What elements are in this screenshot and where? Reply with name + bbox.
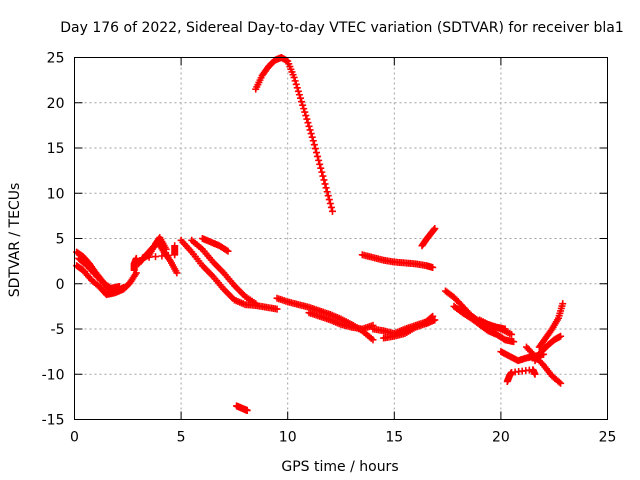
data-point — [152, 253, 160, 261]
data-point — [323, 188, 331, 196]
data-point — [310, 141, 318, 149]
series-track-7to8 — [233, 402, 251, 414]
data-point — [304, 119, 312, 127]
x-axis-label: GPS time / hours — [281, 459, 398, 475]
series-track-14to17-low-b — [380, 316, 439, 342]
data-point — [326, 200, 334, 208]
series-track-5to8-b — [188, 236, 260, 308]
data-point — [300, 105, 308, 113]
data-point — [327, 203, 335, 211]
data-point — [328, 207, 336, 215]
data-point — [311, 145, 319, 153]
y-tick-label: -15 — [42, 413, 65, 429]
data-point — [431, 316, 439, 324]
x-tick-label: 10 — [279, 430, 297, 446]
y-tick-label: 15 — [47, 141, 65, 157]
data-point — [224, 247, 232, 255]
data-point — [171, 242, 179, 250]
data-point — [296, 94, 304, 102]
grid — [74, 57, 608, 420]
series-track-22to23-b — [531, 332, 565, 365]
data-point — [273, 305, 281, 313]
series-track-early-c — [75, 254, 123, 292]
y-tick-label: -5 — [51, 322, 65, 338]
series-track-17to20-b — [450, 302, 518, 346]
data-point — [308, 133, 316, 141]
series-track-3to5-b — [139, 234, 170, 262]
data-point — [223, 246, 231, 254]
y-tick-label: 5 — [56, 232, 65, 248]
data-point — [314, 152, 322, 160]
data-point — [324, 192, 332, 200]
data-point — [557, 332, 565, 340]
data-point — [132, 254, 140, 262]
y-axis-ticks: -15 -10 -5 0 5 10 15 20 25 — [42, 51, 608, 429]
data-point — [162, 245, 170, 253]
data-point — [290, 73, 298, 81]
series-track-5to8-a — [177, 236, 281, 313]
data-point — [315, 156, 323, 164]
series-track-20-cluster — [503, 366, 539, 385]
data-point — [306, 126, 314, 134]
data-point — [173, 269, 181, 277]
data-point — [301, 108, 309, 116]
data-point — [510, 338, 518, 346]
data-point — [303, 115, 311, 123]
y-tick-label: 20 — [47, 96, 65, 112]
plot-frame — [74, 57, 608, 420]
data-point — [429, 263, 437, 271]
data-point — [307, 130, 315, 138]
x-tick-label: 25 — [599, 430, 617, 446]
y-tick-label: -10 — [42, 367, 65, 383]
data-point — [298, 98, 306, 106]
data-point — [317, 164, 325, 172]
data-point — [292, 80, 300, 88]
data-point — [369, 336, 377, 344]
series-track-16to17 — [418, 225, 439, 250]
x-tick-label: 0 — [70, 430, 79, 446]
data-point — [318, 168, 326, 176]
data-point — [312, 149, 320, 157]
x-tick-label: 20 — [492, 430, 510, 446]
data-point — [299, 101, 307, 109]
series-track-19to21 — [476, 316, 516, 338]
series-track-14to17 — [358, 251, 437, 271]
data-point — [531, 370, 539, 378]
data-point — [325, 196, 333, 204]
data-point — [322, 184, 330, 192]
data-point — [316, 160, 324, 168]
y-tick-label: 25 — [47, 51, 65, 67]
data-point — [309, 137, 317, 145]
series-track-6to8 — [198, 235, 232, 255]
data-point — [321, 180, 329, 188]
data-point — [252, 300, 260, 308]
data-point — [293, 84, 301, 92]
data-points — [73, 54, 567, 414]
data-point — [557, 379, 565, 387]
chart-title: Day 176 of 2022, Sidereal Day-to-day VTE… — [60, 20, 623, 36]
data-point — [294, 87, 302, 95]
y-axis-label: SDTVAR / TECUs — [7, 183, 23, 298]
data-point — [431, 225, 439, 233]
data-point — [508, 330, 516, 338]
data-point — [559, 300, 567, 308]
x-tick-label: 5 — [177, 430, 186, 446]
data-point — [302, 112, 310, 120]
x-tick-label: 15 — [385, 430, 403, 446]
y-tick-label: 10 — [47, 186, 65, 202]
data-point — [555, 378, 563, 386]
y-tick-label: 0 — [56, 277, 65, 293]
series-track-early-a — [73, 262, 140, 299]
series-track-22to23 — [535, 300, 567, 351]
series-track-peak — [252, 54, 336, 215]
data-point — [243, 406, 251, 414]
data-point — [115, 282, 123, 290]
data-point — [319, 172, 327, 180]
data-point — [305, 122, 313, 130]
data-point — [320, 176, 328, 184]
series-track-11to14 — [305, 309, 377, 333]
data-point — [295, 91, 303, 99]
data-point — [291, 77, 299, 85]
